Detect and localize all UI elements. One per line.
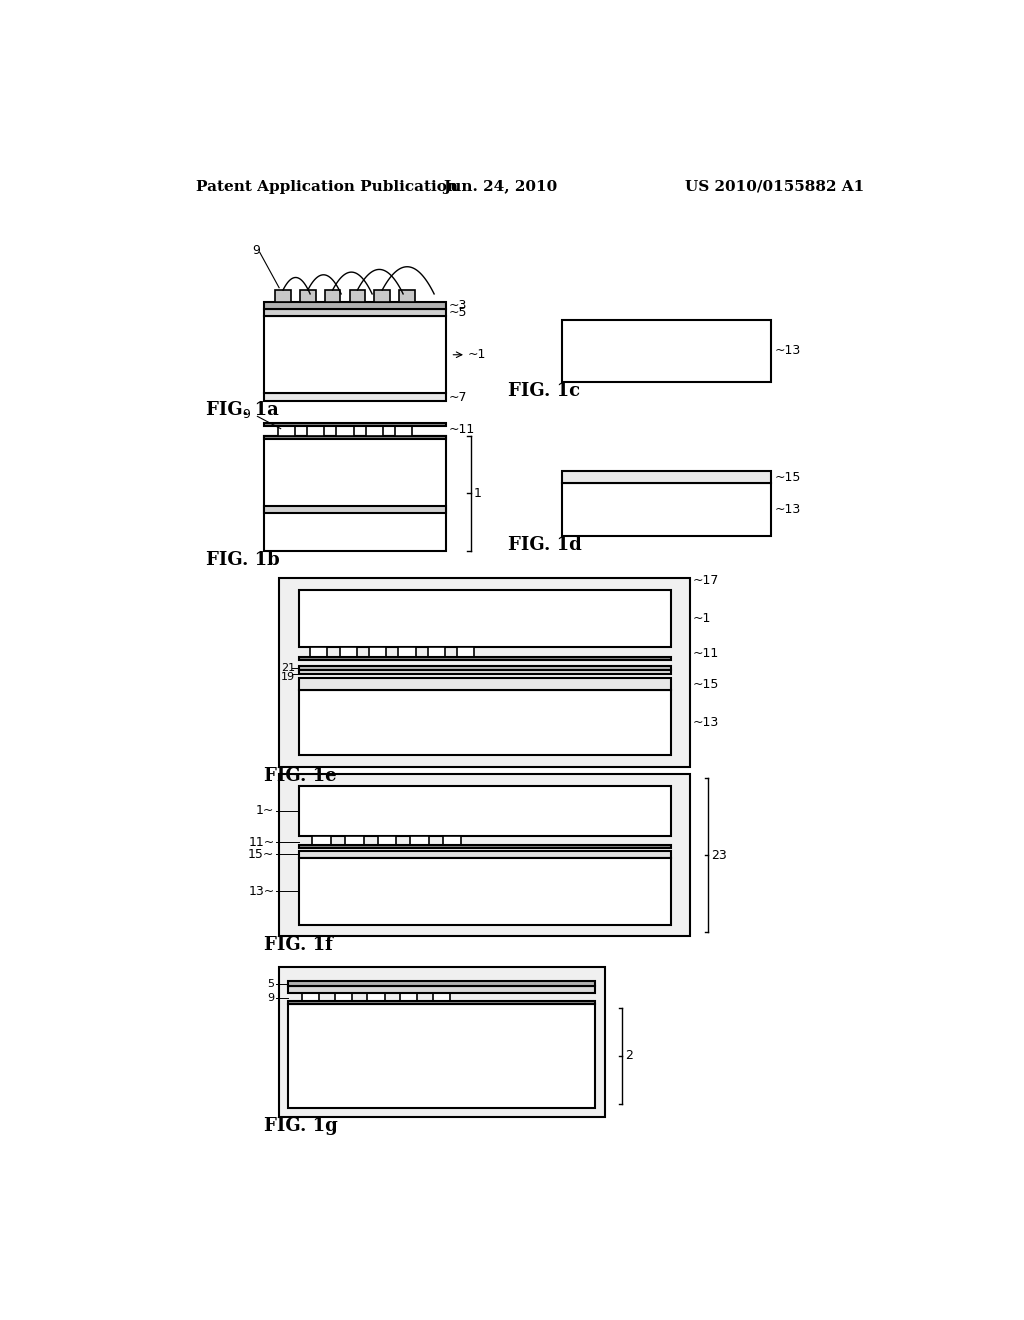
Bar [263,436,445,440]
Bar [289,1003,595,1107]
Bar [398,647,416,660]
Bar [410,836,429,849]
Text: Patent Application Publication: Patent Application Publication [197,180,458,194]
Bar [325,290,340,302]
Text: ~1: ~1 [693,612,712,624]
Bar [368,993,385,1003]
Text: 21: 21 [281,663,295,673]
Text: FIG. 1d: FIG. 1d [508,536,582,553]
Bar [263,507,445,512]
Text: ~5: ~5 [449,306,467,319]
Bar [280,578,690,767]
Text: ~15: ~15 [774,471,801,483]
Bar [399,290,415,302]
Bar [299,665,671,671]
Bar [400,993,417,1003]
Bar [299,678,671,690]
Text: FIG. 1f: FIG. 1f [263,936,333,954]
Text: US 2010/0155882 A1: US 2010/0155882 A1 [685,180,864,194]
Bar [378,836,396,849]
Bar [299,671,671,675]
Bar [395,424,413,436]
Bar [299,845,671,849]
Text: ~11: ~11 [693,647,719,660]
Text: 1~: 1~ [256,804,274,817]
Bar [299,858,671,924]
Bar [299,656,671,660]
Bar [289,981,595,986]
Bar [375,290,390,302]
Text: ~13: ~13 [693,717,719,730]
Text: 1: 1 [474,487,481,500]
Bar [275,290,291,302]
Bar [263,309,445,317]
Text: FIG. 1c: FIG. 1c [508,381,580,400]
Text: ~13: ~13 [774,503,801,516]
Bar [289,1001,595,1003]
Text: ~1: ~1 [467,348,485,362]
Text: 9: 9 [242,408,250,421]
Text: 23: 23 [712,849,727,862]
Text: 15~: 15~ [248,847,274,861]
Bar [299,690,671,755]
Bar [335,993,352,1003]
Text: FIG. 1a: FIG. 1a [206,401,279,418]
Text: ~7: ~7 [449,391,467,404]
Bar [562,483,771,536]
Bar [299,590,671,647]
Text: FIG. 1b: FIG. 1b [206,550,280,569]
Bar [300,290,315,302]
Bar [432,993,450,1003]
Text: ~3: ~3 [449,298,467,312]
Bar [562,471,771,483]
Bar [312,836,331,849]
Bar [263,436,445,552]
Text: 19: 19 [281,672,295,681]
Bar [280,775,690,936]
Bar [458,647,474,660]
Bar [263,393,445,401]
Bar [289,986,595,993]
Text: FIG. 1e: FIG. 1e [263,767,336,784]
Bar [310,647,328,660]
Bar [369,647,386,660]
Bar [337,424,353,436]
Text: FIG. 1g: FIG. 1g [263,1117,337,1135]
Bar [340,647,356,660]
Bar [345,836,364,849]
Bar [302,993,319,1003]
Bar [442,836,461,849]
Bar [349,290,366,302]
Bar [278,424,295,436]
Text: 11~: 11~ [248,836,274,849]
Text: ~13: ~13 [774,345,801,358]
Text: 9: 9 [267,994,274,1003]
Text: ~11: ~11 [449,422,475,436]
Bar [562,321,771,381]
Text: 5: 5 [267,979,274,989]
Bar [263,317,445,393]
Bar [299,851,671,858]
Bar [263,302,445,309]
Bar [307,424,324,436]
Text: ~15: ~15 [693,677,719,690]
Text: Jun. 24, 2010: Jun. 24, 2010 [442,180,557,194]
Bar [366,424,383,436]
Bar [280,966,604,1117]
Text: 9: 9 [252,243,260,256]
Text: 13~: 13~ [248,884,274,898]
Bar [428,647,445,660]
Text: ~17: ~17 [693,574,719,587]
Bar [299,785,671,836]
Bar [263,422,445,425]
Text: 2: 2 [625,1049,633,1063]
